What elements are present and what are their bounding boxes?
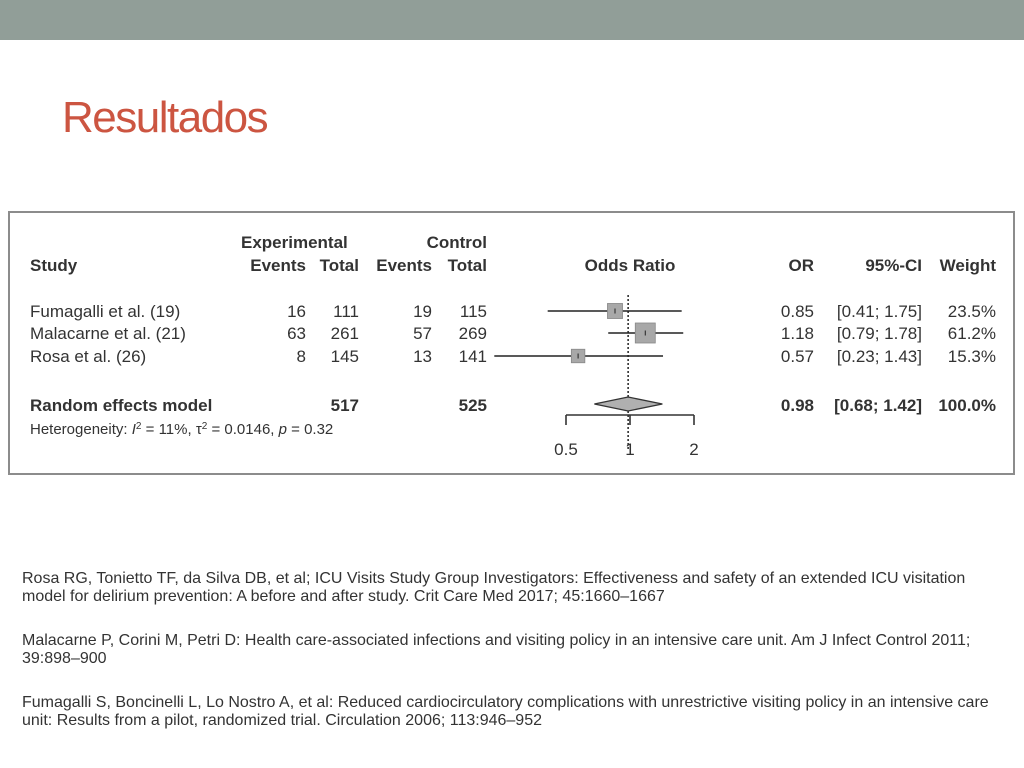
- study-weight: 61.2%: [948, 324, 996, 343]
- study-or: 1.18: [781, 324, 814, 343]
- header-exp-events: Events: [250, 256, 306, 275]
- header-experimental: Experimental: [241, 233, 348, 252]
- ctrl-total: 115: [460, 302, 487, 321]
- forest-plot: Experimental Control Study Events Total …: [30, 233, 997, 459]
- ctrl-events: 57: [413, 324, 432, 343]
- study-name: Rosa et al. (26): [30, 347, 146, 366]
- header-control: Control: [427, 233, 487, 252]
- summary-weight: 100.0%: [938, 396, 996, 415]
- summary-or: 0.98: [781, 396, 814, 415]
- study-ci: [0.79; 1.78]: [837, 324, 922, 343]
- exp-events: 16: [287, 302, 306, 321]
- reference-malacarne: Malacarne P, Corini M, Petri D: Health c…: [22, 632, 971, 667]
- header-ctrl-total: Total: [448, 256, 487, 275]
- ctrl-events: 13: [413, 347, 432, 366]
- summary-diamond: [594, 396, 663, 412]
- heterogeneity-label: Heterogeneity: I2 = 11%, τ2 = 0.0146, p …: [30, 421, 333, 439]
- x-axis-tick-label: 1: [625, 440, 634, 459]
- slide-title: Resultados: [62, 93, 269, 142]
- header-study: Study: [30, 256, 78, 275]
- x-axis-tick-label: 2: [689, 440, 698, 459]
- exp-events: 63: [287, 324, 306, 343]
- x-axis-tick-label: 0.5: [554, 440, 578, 459]
- ctrl-total: 269: [459, 324, 487, 343]
- summary-ctrl-total: 525: [459, 396, 487, 415]
- header-ci: 95%-CI: [865, 256, 922, 275]
- study-ci: [0.23; 1.43]: [837, 347, 922, 366]
- references: Rosa RG, Tonietto TF, da Silva DB, et al…: [22, 570, 1012, 756]
- forest-plot-figure: Experimental Control Study Events Total …: [8, 211, 1015, 475]
- study-weight: 15.3%: [948, 347, 996, 366]
- reference-fumagalli: Fumagalli S, Boncinelli L, Lo Nostro A, …: [22, 694, 989, 729]
- ctrl-total: 141: [459, 347, 487, 366]
- study-or: 0.57: [781, 347, 814, 366]
- study-weight: 23.5%: [948, 302, 996, 321]
- study-ci: [0.41; 1.75]: [837, 302, 922, 321]
- header-or: OR: [789, 256, 815, 275]
- summary-name: Random effects model: [30, 396, 212, 415]
- exp-total: 145: [331, 347, 359, 366]
- header-odds-ratio: Odds Ratio: [585, 256, 676, 275]
- ctrl-events: 19: [413, 302, 432, 321]
- summary-exp-total: 517: [331, 396, 359, 415]
- exp-total: 111: [333, 302, 359, 321]
- study-name: Fumagalli et al. (19): [30, 302, 180, 321]
- summary-ci: [0.68; 1.42]: [834, 396, 922, 415]
- study-or: 0.85: [781, 302, 814, 321]
- header-weight: Weight: [940, 256, 997, 275]
- study-name: Malacarne et al. (21): [30, 324, 186, 343]
- top-accent-bar: [0, 0, 1024, 40]
- header-exp-total: Total: [320, 256, 359, 275]
- exp-total: 261: [331, 324, 359, 343]
- exp-events: 8: [297, 347, 306, 366]
- reference-rosa: Rosa RG, Tonietto TF, da Silva DB, et al…: [22, 570, 966, 605]
- header-ctrl-events: Events: [376, 256, 432, 275]
